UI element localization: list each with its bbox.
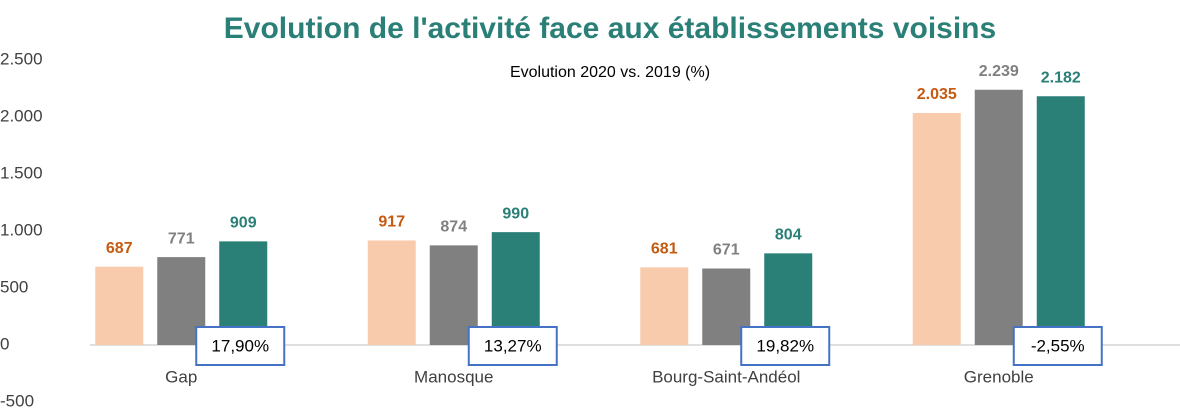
y-tick-label: 1.500 xyxy=(0,163,43,182)
bar xyxy=(912,113,961,345)
x-tick-label: Bourg-Saint-Andéol xyxy=(652,367,800,386)
y-tick-label: 500 xyxy=(0,277,28,296)
value-label: 687 xyxy=(106,240,133,257)
bar xyxy=(367,240,416,345)
annotation: 17,90% xyxy=(211,336,269,355)
x-tick-label: Gap xyxy=(165,367,197,386)
bar xyxy=(640,267,689,345)
annotation-box xyxy=(740,326,831,366)
chart-subtitle: Evolution 2020 vs. 2019 (%) xyxy=(510,64,710,81)
y-tick-label: 0 xyxy=(0,334,9,353)
annotation-box xyxy=(195,326,286,366)
y-tick-label: 1.000 xyxy=(0,220,43,239)
x-tick-label: Grenoble xyxy=(964,367,1034,386)
value-label: 681 xyxy=(651,241,678,258)
annotation: 13,27% xyxy=(484,336,542,355)
y-tick-label: -500 xyxy=(0,391,34,410)
value-label: 804 xyxy=(775,227,802,244)
value-label: 2.035 xyxy=(917,86,957,103)
value-label: 771 xyxy=(168,230,195,247)
value-label: 671 xyxy=(713,242,740,259)
chart-title: Evolution de l'activité face aux établis… xyxy=(224,12,996,45)
bar xyxy=(95,266,144,345)
value-label: 909 xyxy=(230,215,257,232)
y-tick-label: 2.500 xyxy=(0,49,43,68)
value-label: 874 xyxy=(440,219,467,236)
annotation-box xyxy=(467,326,558,366)
annotation-box xyxy=(1012,326,1103,366)
annotation: -2,55% xyxy=(1031,336,1085,355)
y-tick-label: 2.000 xyxy=(0,106,43,125)
value-label: 2.239 xyxy=(979,63,1019,80)
value-label: 917 xyxy=(378,214,405,231)
annotation: 19,82% xyxy=(756,336,814,355)
value-label: 2.182 xyxy=(1041,69,1081,86)
bar xyxy=(1036,96,1085,345)
bar xyxy=(974,89,1023,345)
value-label: 990 xyxy=(502,205,529,222)
x-tick-label: Manosque xyxy=(414,367,493,386)
